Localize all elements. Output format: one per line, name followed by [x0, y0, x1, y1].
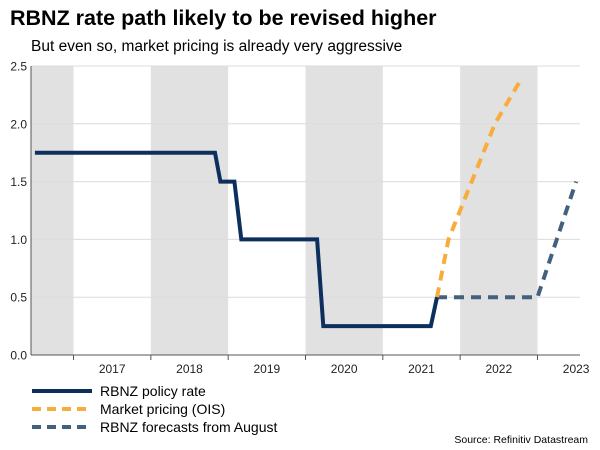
series-line-policy-rate [34, 150, 439, 329]
x-tick-label: 2021 [408, 362, 435, 376]
x-tick-label: 2018 [176, 362, 203, 376]
legend-label-rbnz-forecasts: RBNZ forecasts from August [100, 419, 278, 435]
x-tick-label: 2017 [99, 362, 126, 376]
source-note: Source: Refinitiv Datastream [454, 434, 588, 446]
x-tick-label: 2019 [253, 362, 280, 376]
series-line-market-pricing [435, 76, 524, 298]
legend-item-market-pricing: Market pricing (OIS) [32, 400, 277, 418]
x-tick-label: 2022 [485, 362, 512, 376]
year-band-2020 [305, 66, 383, 355]
year-band-2018 [150, 66, 229, 355]
y-tick-label: 0.5 [10, 291, 27, 305]
x-tick-label: 2020 [331, 362, 358, 376]
legend-label-policy-rate: RBNZ policy rate [100, 383, 206, 399]
line-chart: 0.0 0.5 1.0 1.5 2.0 2.5 2017 2018 2019 2020 2021 20… [10, 60, 590, 377]
year-band-2016 [31, 66, 74, 355]
legend-item-rbnz-forecasts: RBNZ forecasts from August [32, 418, 277, 436]
y-tick-label: 1.0 [10, 233, 27, 247]
y-tick-label: 0.0 [10, 349, 27, 363]
legend-swatch-market-pricing [32, 407, 92, 411]
chart-subtitle: But even so, market pricing is already v… [31, 38, 403, 55]
legend-item-policy-rate: RBNZ policy rate [32, 382, 277, 400]
legend-swatch-rbnz-forecasts [32, 425, 92, 429]
chart-title: RBNZ rate path likely to be revised high… [10, 6, 437, 30]
x-tick-label: 2023 [563, 362, 590, 376]
legend-label-market-pricing: Market pricing (OIS) [100, 401, 226, 417]
chart-legend: RBNZ policy rate Market pricing (OIS) RB… [32, 382, 277, 436]
y-tick-label: 2.5 [10, 60, 27, 74]
legend-swatch-policy-rate [32, 389, 92, 393]
y-tick-label: 2.0 [10, 117, 27, 131]
y-tick-label: 1.5 [10, 175, 27, 189]
year-band-2022 [460, 66, 538, 355]
